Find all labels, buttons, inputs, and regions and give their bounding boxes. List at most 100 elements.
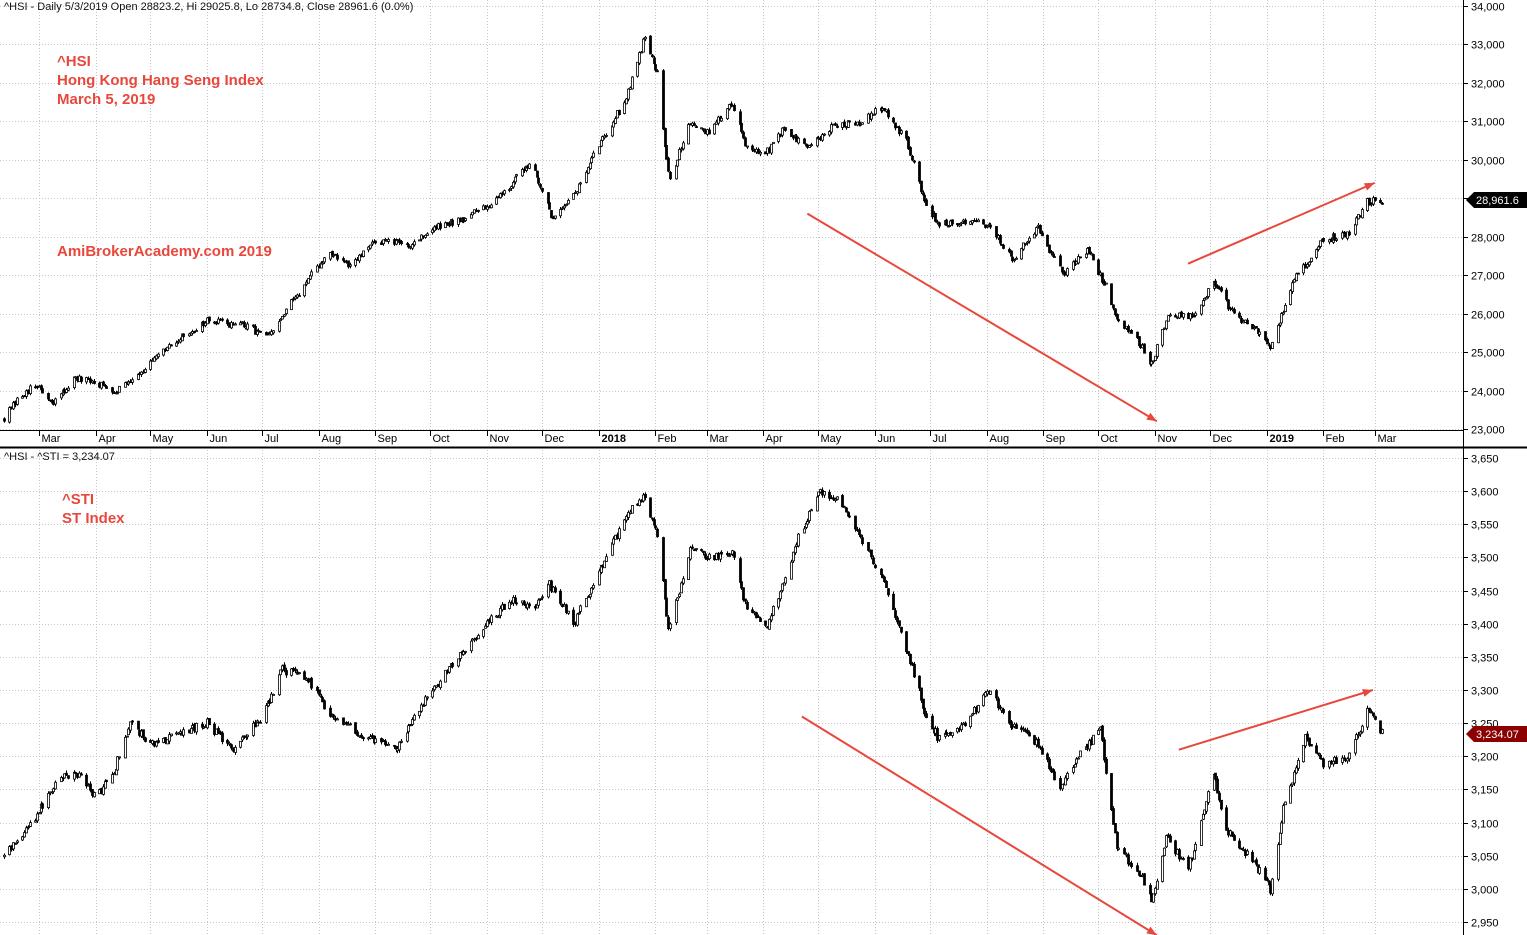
sti-candle-body <box>925 713 928 718</box>
sti-candle-body <box>144 737 147 742</box>
hsi-candle-body <box>676 159 679 167</box>
hsi-candle-body <box>234 323 237 326</box>
sti-candle-body <box>1374 716 1377 720</box>
hsi-candle-body <box>654 64 657 71</box>
sti-candle-body <box>230 744 233 749</box>
sti-candle-body <box>228 742 231 745</box>
sti-candle-body <box>1152 893 1155 903</box>
sti-candle-body <box>354 722 357 734</box>
hsi-candle-body <box>321 262 324 265</box>
sti-candle-body <box>459 652 462 659</box>
sti-candle-body <box>182 729 185 736</box>
sti-candle-body <box>1143 873 1146 886</box>
hsi-candle-body <box>1341 232 1344 239</box>
sti-candle-body <box>592 585 595 589</box>
hsi-candle-body <box>828 131 831 136</box>
sti-candle-body <box>1203 809 1206 815</box>
sti-candle-body <box>687 557 690 580</box>
hsi-candle-body <box>259 330 262 333</box>
hsi-annotation-line-3: March 5, 2019 <box>57 91 156 108</box>
sti-candle-body <box>451 662 454 667</box>
sti-candle-body <box>676 597 679 601</box>
hsi-candle-body <box>1117 319 1120 322</box>
sti-candle-body <box>356 731 359 736</box>
hsi-candle-body <box>60 393 63 399</box>
hsi-candle-body <box>217 318 220 324</box>
hsi-candle-body <box>1110 283 1113 305</box>
hsi-candle-body <box>336 254 339 260</box>
sti-candle-body <box>1355 734 1358 740</box>
sti-candle-body <box>63 773 66 779</box>
sti-candle-body <box>1266 878 1269 882</box>
sti-candle-body <box>1026 729 1029 734</box>
sti-candle-body <box>129 721 132 731</box>
sti-candle-body <box>858 529 861 535</box>
sti-candle-body <box>742 587 745 601</box>
x-tick-label: 2018 <box>602 433 626 445</box>
sti-candle-body <box>1379 720 1382 734</box>
hsi-candle-body <box>116 392 119 395</box>
sti-candle-body <box>695 548 698 550</box>
sti-candle-body <box>590 587 593 594</box>
sti-candle-body <box>678 593 681 598</box>
sti-candle-body <box>923 707 926 715</box>
sti-candle-body <box>733 551 736 558</box>
hsi-candle-body <box>1123 320 1126 329</box>
hsi-candle-body <box>464 218 467 222</box>
hsi-candle-body <box>1130 329 1133 334</box>
hsi-candle-body <box>1072 261 1075 270</box>
sti-candle-body <box>448 666 451 673</box>
sti-candle-body <box>1112 808 1115 825</box>
sti-candle-body <box>1156 880 1159 890</box>
sti-candle-body <box>482 629 485 637</box>
hsi-candle-body <box>226 319 229 325</box>
hsi-candle-body <box>843 121 846 128</box>
sti-candle-body <box>217 728 220 734</box>
sti-candle-body <box>1361 725 1364 733</box>
sti-candle-body <box>832 497 835 500</box>
hsi-candle-body <box>307 278 310 284</box>
sti-candle-body <box>779 591 782 600</box>
sti-candle-body <box>680 582 683 594</box>
sti-candle-body <box>883 576 886 582</box>
hsi-candle-body <box>859 123 862 126</box>
sti-candle-body <box>905 631 908 653</box>
sti-candle-body <box>1368 707 1371 712</box>
sti-candle-body <box>332 714 335 718</box>
sti-candle-body <box>116 756 119 771</box>
hsi-candle-body <box>625 98 628 105</box>
hsi-candle-body <box>1295 273 1298 282</box>
sti-candle-body <box>1207 791 1210 803</box>
hsi-candle-body <box>294 296 297 300</box>
hsi-candle-body <box>907 136 910 150</box>
sti-candle-body <box>541 596 544 599</box>
sti-candle-body <box>290 668 293 676</box>
sti-candle-body <box>744 598 747 602</box>
sti-candle-body <box>418 710 421 717</box>
hsi-candle-body <box>1028 237 1031 242</box>
sti-ytick-label: 3,300 <box>1471 686 1499 698</box>
hsi-candle-body <box>1143 343 1146 354</box>
hsi-candle-body <box>713 123 716 135</box>
x-tick-label: Nov <box>1158 433 1178 445</box>
hsi-candle-body <box>1255 326 1258 329</box>
sti-candle-body <box>497 616 500 619</box>
sti-candle-body <box>118 756 121 759</box>
sti-candle-body <box>177 732 180 735</box>
sti-candle-body <box>1279 832 1282 845</box>
sti-candle-body <box>728 555 731 557</box>
hsi-candle-body <box>636 61 639 77</box>
sti-candle-body <box>1008 711 1011 724</box>
x-tick-label: Oct <box>1101 433 1118 445</box>
sti-candle-body <box>618 528 621 540</box>
hsi-candle-body <box>1315 249 1318 258</box>
hsi-annotation-line-2: Hong Kong Hang Seng Index <box>57 72 264 89</box>
sti-candle-body <box>80 773 83 776</box>
sti-candle-body <box>936 728 939 741</box>
sti-candle-body <box>790 561 793 580</box>
hsi-candle-body <box>726 108 729 120</box>
hsi-candle-body <box>680 148 683 151</box>
hsi-candle-body <box>693 123 696 126</box>
hsi-candle-body <box>1169 314 1172 317</box>
hsi-candle-body <box>1050 251 1053 254</box>
